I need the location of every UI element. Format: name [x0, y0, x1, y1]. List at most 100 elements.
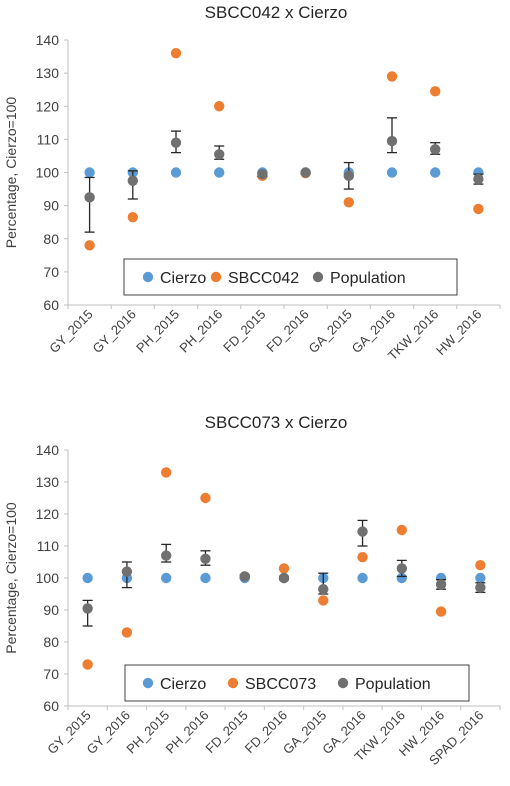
point-population-fd-2016 [300, 167, 311, 178]
point-population-ga-2016 [386, 135, 398, 147]
point-cierzo-ph-2015 [160, 572, 172, 584]
point-population-ph-2015 [160, 550, 172, 561]
point-cierzo-ph-2015 [170, 167, 182, 178]
point-sbcc042-ph-2015 [170, 48, 182, 59]
x-tick-label-ph-2016: PH_2016 [163, 708, 212, 757]
point-population-fd-2016 [278, 572, 290, 584]
point-sbcc042-tkw-2016 [430, 86, 441, 97]
x-tick-label-fd-2016: FD_2016 [263, 307, 311, 355]
y-axis-label: Percentage, Cierzo=100 [3, 502, 19, 654]
y-tick-label: 90 [43, 602, 59, 618]
y-tick-label: 110 [37, 538, 60, 554]
point-sbcc042-gy-2015 [84, 240, 95, 251]
series-population [84, 117, 484, 233]
legend-marker-cierzo [142, 677, 154, 689]
legend-marker-sbcc042 [210, 271, 222, 283]
point-cierzo-gy-2015 [84, 167, 95, 178]
legend-marker-population [337, 677, 349, 689]
x-tick-label-hw-2016: HW_2016 [433, 307, 484, 358]
point-sbcc073-ga-2016 [357, 552, 368, 563]
y-tick-label: 100 [36, 165, 60, 181]
point-cierzo-spad-2016 [475, 572, 486, 584]
y-tick-label: 130 [36, 474, 60, 490]
x-tick-label-ph-2016: PH_2016 [176, 307, 225, 356]
legend-marker-sbcc073 [227, 677, 239, 689]
legend-label-cierzo: Cierzo [160, 270, 206, 287]
y-tick-label: 140 [36, 442, 60, 458]
point-cierzo-ph-2016 [214, 167, 225, 178]
point-population-fd-2015 [257, 168, 268, 180]
point-population-tkw-2016 [396, 563, 408, 574]
legend: Cierzo SBCC042 Population [123, 258, 458, 296]
legend-label-sbcc073: SBCC073 [245, 676, 316, 693]
legend-marker-cierzo [142, 271, 154, 283]
chart-title: SBCC042 x Cierzo [205, 3, 348, 22]
point-population-ga-2015 [318, 584, 329, 595]
point-population-hw-2016 [473, 173, 484, 185]
point-cierzo-ga-2016 [357, 572, 368, 584]
y-tick-label: 120 [36, 506, 60, 522]
point-sbcc073-fd-2016 [278, 563, 290, 574]
y-tick-label: 90 [43, 198, 59, 214]
point-population-fd-2015 [239, 571, 250, 582]
y-tick-label: 80 [43, 231, 59, 247]
point-sbcc073-gy-2015 [82, 659, 93, 670]
y-tick-label: 80 [43, 634, 59, 650]
y-tick-label: 60 [43, 698, 59, 714]
legend-label-population: Population [330, 270, 406, 287]
point-population-ph-2015 [170, 137, 182, 148]
point-cierzo-ga-2016 [386, 167, 398, 178]
point-sbcc042-ph-2016 [214, 101, 225, 112]
y-tick-label: 70 [43, 666, 59, 682]
legend: Cierzo SBCC073 Population [124, 664, 470, 702]
point-population-gy-2016 [127, 175, 138, 186]
x-tick-label-ph-2015: PH_2015 [133, 307, 182, 356]
point-population-spad-2016 [475, 582, 486, 593]
legend-box [124, 664, 470, 702]
point-population-ph-2016 [200, 553, 211, 564]
y-tick-label: 70 [43, 264, 59, 280]
legend-box [123, 258, 458, 296]
legend-label-population: Population [355, 676, 431, 693]
y-tick-label: 60 [43, 297, 59, 313]
point-sbcc073-ph-2016 [200, 492, 211, 504]
chart-title: SBCC073 x Cierzo [205, 413, 348, 432]
series-population [82, 519, 486, 627]
legend-marker-population [312, 271, 324, 283]
y-tick-label: 110 [37, 131, 60, 147]
chart-sbcc073: SBCC073 x Cierzo Percentage, Cierzo=100 60… [3, 413, 501, 768]
point-sbcc073-gy-2016 [121, 627, 133, 638]
point-sbcc073-spad-2016 [475, 560, 486, 571]
point-sbcc042-gy-2016 [127, 212, 138, 223]
y-tick-label: 140 [36, 32, 60, 48]
point-population-gy-2015 [84, 192, 95, 203]
series-sbcc042 [84, 48, 484, 251]
x-tick-label-gy-2016: GY_2016 [89, 307, 138, 356]
x-tick-label-fd-2015: FD_2015 [220, 307, 268, 355]
y-axis-label: Percentage, Cierzo=100 [3, 97, 19, 249]
legend-label-sbcc042: SBCC042 [228, 270, 299, 287]
point-sbcc073-ga-2015 [318, 595, 329, 606]
legend-label-cierzo: Cierzo [160, 676, 206, 693]
point-population-gy-2016 [121, 566, 133, 577]
point-sbcc073-ph-2015 [160, 467, 172, 478]
point-cierzo-gy-2015 [82, 572, 93, 584]
point-population-ga-2015 [343, 170, 354, 182]
point-population-hw-2016 [435, 579, 447, 590]
point-sbcc042-ga-2016 [386, 71, 398, 82]
y-tick-label: 100 [36, 570, 60, 586]
x-tick-label-fd-2015: FD_2015 [202, 708, 250, 756]
point-sbcc042-ga-2015 [343, 197, 354, 208]
y-tick-label: 120 [36, 98, 60, 114]
x-tick-label-gy-2015: GY_2015 [46, 307, 95, 356]
series-sbcc073 [82, 467, 486, 670]
point-cierzo-ph-2016 [200, 572, 211, 584]
y-tick-label: 130 [36, 65, 60, 81]
point-population-ph-2016 [214, 149, 225, 160]
point-sbcc042-hw-2016 [473, 203, 484, 215]
chart-sbcc042: SBCC042 x Cierzo Percentage, Cierzo=100 60… [3, 3, 501, 363]
point-population-ga-2016 [357, 526, 368, 537]
point-cierzo-tkw-2016 [396, 572, 408, 584]
point-population-tkw-2016 [430, 144, 441, 155]
